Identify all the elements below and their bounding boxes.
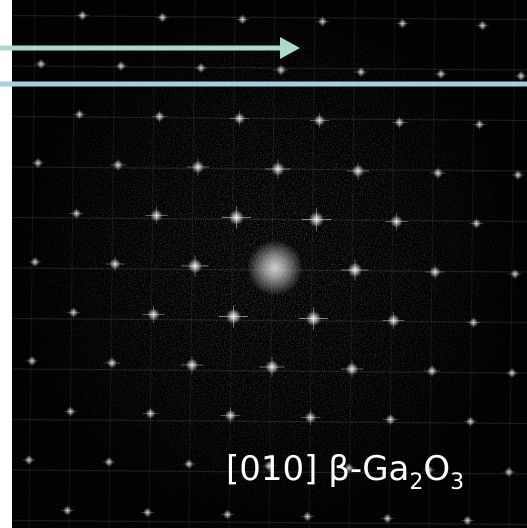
diffraction-spot (69, 308, 78, 317)
center-glow (247, 240, 303, 296)
diffraction-spot (75, 110, 84, 119)
diffraction-spot (475, 120, 484, 129)
diffraction-spot (472, 219, 481, 228)
diffraction-spot (63, 506, 72, 515)
diffraction-spot (276, 65, 286, 75)
diffraction-spot (318, 17, 327, 26)
diffraction-spot (306, 311, 321, 326)
diffraction-spot (117, 62, 126, 71)
diffraction-spot (517, 72, 526, 81)
page: {"label": {"main": "[010] β-Ga", "sub1":… (0, 0, 527, 528)
diffraction-spot (303, 512, 312, 521)
diffraction-spot (226, 309, 241, 324)
diffraction-spot (387, 314, 400, 327)
pattern-label: [010] β-Ga2O3 (226, 449, 464, 495)
diffraction-spot (78, 11, 87, 20)
diffraction-spot (105, 458, 114, 467)
diffraction-spot (25, 456, 34, 465)
diffraction-spot (395, 118, 405, 128)
diffraction-spot (305, 412, 316, 423)
diffraction-spot (508, 369, 517, 378)
diffraction-spot (429, 266, 440, 277)
diffraction-spot (155, 112, 165, 122)
diffraction-spot (346, 363, 359, 376)
diffraction-spot (28, 357, 37, 366)
diffraction-spot (192, 161, 205, 174)
diffraction-spot (229, 210, 244, 225)
diffraction-spot (223, 510, 232, 519)
diffraction-spot (34, 159, 43, 168)
diffraction-spot (437, 70, 446, 79)
diffraction-spot (348, 263, 363, 278)
diffraction-spot (357, 68, 366, 77)
diffraction-spot (109, 258, 120, 269)
label-main: [010] β-Ga (226, 449, 409, 489)
diffraction-spot (113, 160, 123, 170)
diffraction-spot (469, 318, 478, 327)
diffraction-spot (478, 21, 487, 30)
diffraction-spot (352, 165, 365, 178)
diffraction-spot (150, 209, 163, 222)
diffraction-image: [010] β-Ga2O3 (0, 0, 527, 528)
diffraction-spot (511, 270, 520, 279)
diffraction-spot (427, 366, 437, 376)
diffraction-spot (271, 162, 285, 176)
diffraction-spot (390, 215, 402, 227)
diffraction-spot (158, 13, 167, 22)
diffraction-spot (234, 113, 245, 124)
diffraction-spot (147, 308, 159, 320)
diffraction-spot (314, 115, 325, 126)
diffraction-spot (433, 168, 443, 178)
label-main: O (423, 449, 450, 489)
diffraction-spot (72, 209, 81, 218)
diffraction-spot (225, 410, 236, 421)
diffraction-spot (398, 19, 407, 28)
label-sub: 2 (409, 470, 423, 495)
diffraction-spot (238, 15, 247, 24)
diffraction-spot (514, 171, 523, 180)
diffraction-spot (185, 460, 194, 469)
diffraction-spot (466, 417, 475, 426)
diffraction-spot (31, 258, 40, 267)
diffraction-spot (197, 64, 206, 73)
diffraction-spot (66, 407, 75, 416)
diffraction-spot (463, 516, 472, 525)
diffraction-spot (386, 415, 396, 425)
label-sub: 3 (450, 470, 464, 495)
diffraction-spot (107, 358, 117, 368)
diffraction-spot (143, 508, 152, 517)
diffraction-spot (186, 359, 199, 372)
diffraction-spot (505, 468, 514, 477)
diffraction-spot (265, 360, 279, 374)
diffraction-spot (383, 514, 392, 523)
diffraction-spot (188, 259, 203, 274)
diffraction-spot (309, 212, 324, 227)
diffraction-spot (146, 409, 156, 419)
diffraction-spot (37, 60, 46, 69)
